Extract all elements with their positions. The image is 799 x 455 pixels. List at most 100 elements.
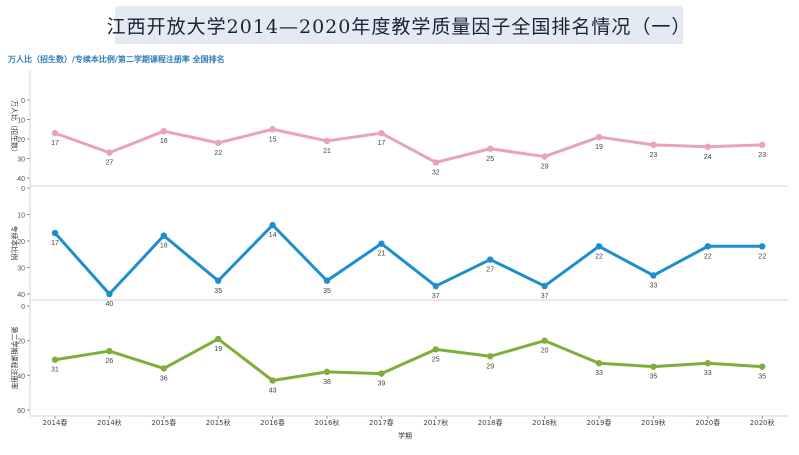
data-point [215, 335, 222, 343]
data-label: 36 [160, 375, 168, 382]
x-tick-label: 2014秋 [97, 418, 122, 427]
data-label: 25 [432, 356, 440, 363]
data-point [215, 139, 222, 147]
y-tick-label: 40 [17, 176, 25, 183]
x-axis-label: 学期 [398, 431, 412, 440]
data-label: 17 [51, 140, 59, 147]
data-label: 22 [704, 253, 712, 260]
data-point [487, 145, 494, 152]
data-point [759, 141, 766, 149]
data-point [595, 243, 603, 250]
data-point [650, 363, 657, 370]
data-point [106, 290, 113, 298]
data-point [432, 346, 439, 353]
data-label: 21 [378, 251, 386, 258]
x-tick-label: 2016春 [260, 418, 285, 427]
data-point [215, 277, 222, 284]
data-point [541, 337, 548, 344]
data-label: 15 [269, 136, 277, 143]
y-axis-label: 万人比（招生数） [10, 100, 19, 156]
data-label: 33 [650, 282, 658, 289]
data-point [269, 126, 276, 133]
data-point [595, 360, 603, 367]
x-tick-label: 2017春 [369, 418, 394, 427]
data-label: 38 [323, 379, 331, 386]
data-label: 35 [758, 374, 766, 381]
data-point [704, 360, 711, 367]
data-label: 22 [758, 253, 766, 260]
data-point [704, 143, 711, 150]
data-label: 37 [432, 293, 440, 300]
chart-title: 江西开放大学2014—2020年度教学质量因子全国排名情况（一） [106, 15, 692, 38]
data-point [759, 243, 766, 250]
y-tick-label: 0 [21, 186, 25, 193]
data-point [487, 256, 494, 263]
data-label: 22 [214, 150, 222, 157]
data-label: 40 [106, 301, 114, 308]
data-point [323, 368, 331, 376]
data-point [323, 137, 331, 145]
data-label: 27 [486, 267, 494, 274]
data-label: 27 [106, 160, 114, 167]
y-tick-label: 0 [21, 304, 25, 311]
data-label: 35 [650, 374, 658, 381]
data-point [650, 272, 657, 279]
x-tick-label: 2020春 [695, 418, 720, 427]
y-tick-label: 0 [21, 98, 25, 105]
data-point [378, 370, 385, 377]
series-line [54, 127, 763, 164]
data-label: 26 [106, 358, 114, 365]
x-tick-label: 2018秋 [532, 418, 557, 427]
data-label: 37 [541, 293, 549, 300]
data-point [541, 153, 548, 160]
x-tick-label: 2016秋 [315, 418, 340, 427]
data-point [106, 347, 113, 355]
data-label: 16 [160, 138, 168, 145]
data-label: 17 [51, 240, 59, 247]
data-label: 23 [758, 152, 766, 159]
data-label: 33 [595, 370, 603, 377]
data-label: 25 [486, 156, 494, 163]
data-label: 29 [541, 164, 549, 171]
data-point [160, 232, 167, 239]
chart-subtitle: 万人比（招生数）/专续本比例/第二学期课程注册率 全国排名 [8, 55, 225, 64]
data-label: 33 [704, 370, 712, 377]
data-label: 19 [595, 144, 603, 151]
series-line [54, 337, 763, 383]
title-banner: 江西开放大学2014—2020年度教学质量因子全国排名情况（一） [107, 6, 690, 44]
data-point [759, 363, 766, 370]
x-tick-label: 2020秋 [750, 418, 775, 427]
data-point [432, 282, 439, 290]
data-label: 20 [541, 348, 549, 355]
x-tick-label: 2019春 [587, 418, 612, 427]
data-point [106, 149, 113, 156]
data-point [378, 240, 385, 247]
data-point [51, 129, 59, 137]
data-point [378, 129, 385, 137]
data-label: 19 [214, 346, 222, 353]
data-point [160, 128, 167, 135]
y-tick-label: 30 [17, 266, 25, 273]
data-label: 24 [704, 154, 712, 161]
data-point [541, 282, 548, 290]
y-tick-label: 30 [17, 157, 25, 164]
data-point [704, 243, 711, 250]
data-label: 14 [269, 232, 277, 239]
y-tick-label: 20 [17, 339, 25, 346]
x-tick-label: 2018春 [478, 418, 503, 427]
data-point [595, 133, 603, 141]
y-tick-label: 10 [17, 118, 25, 125]
data-label: 17 [378, 140, 386, 147]
y-axis-label: 专续本比例 [10, 226, 19, 261]
data-point [650, 141, 657, 149]
data-label: 35 [214, 288, 222, 295]
data-label: 43 [269, 388, 277, 395]
data-label: 39 [378, 381, 386, 388]
data-label: 23 [650, 152, 658, 159]
x-tick-label: 2015秋 [206, 418, 231, 427]
data-point [269, 221, 276, 229]
data-point [487, 353, 494, 360]
y-tick-label: 40 [17, 373, 25, 380]
data-label: 22 [595, 253, 603, 260]
